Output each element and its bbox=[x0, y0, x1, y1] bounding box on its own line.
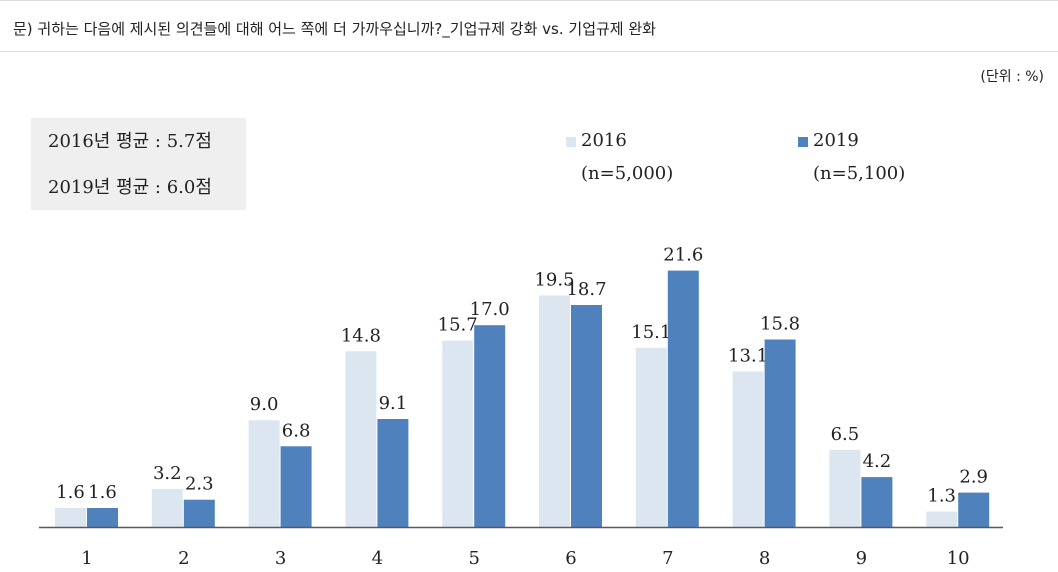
bar-2016-10 bbox=[926, 511, 958, 527]
bar-2016-7 bbox=[635, 347, 667, 527]
value-label-2016-9: 6.5 bbox=[831, 424, 860, 445]
bar-2019-1 bbox=[87, 508, 118, 527]
bar-2019-6 bbox=[571, 305, 602, 527]
bar-2016-9 bbox=[829, 449, 861, 527]
bar-2019-3 bbox=[280, 446, 312, 527]
value-label-2019-4: 9.1 bbox=[379, 393, 408, 414]
legend-label-2019: 2019 bbox=[813, 130, 859, 151]
bar-2019-9 bbox=[861, 477, 893, 527]
legend-label-2016: 2016 bbox=[581, 130, 627, 151]
legend-swatch-2019 bbox=[798, 137, 808, 147]
value-label-2019-9: 4.2 bbox=[863, 451, 892, 472]
value-label-2019-5: 17.0 bbox=[470, 299, 510, 320]
x-tick-label-5: 5 bbox=[468, 548, 479, 569]
bar-2016-4 bbox=[345, 351, 377, 527]
bar-2016-3 bbox=[248, 420, 280, 527]
question-header: 문) 귀하는 다음에 제시된 의견들에 대해 어느 쪽에 더 가까우십니까?_기… bbox=[0, 0, 1058, 52]
value-label-2019-7: 21.6 bbox=[663, 245, 703, 266]
average-2019: 2019년 평균 : 6.0점 bbox=[48, 177, 212, 198]
bar-2019-10 bbox=[958, 492, 990, 527]
value-label-2016-1: 1.6 bbox=[56, 482, 85, 503]
x-tick-label-3: 3 bbox=[275, 548, 286, 569]
x-tick-label-10: 10 bbox=[947, 548, 970, 569]
value-label-2019-1: 1.6 bbox=[88, 482, 117, 503]
average-box: 2016년 평균 : 5.7점 2019년 평균 : 6.0점 bbox=[31, 118, 246, 210]
x-tick-label-4: 4 bbox=[372, 548, 383, 569]
value-label-2016-6: 19.5 bbox=[534, 270, 574, 291]
value-label-2019-10: 2.9 bbox=[959, 467, 988, 488]
x-tick-label-1: 1 bbox=[81, 548, 92, 569]
value-label-2016-10: 1.3 bbox=[927, 486, 956, 507]
bar-2019-7 bbox=[667, 270, 699, 527]
value-label-2016-2: 3.2 bbox=[153, 463, 182, 484]
average-2016: 2016년 평균 : 5.7점 bbox=[48, 131, 212, 152]
value-label-2019-8: 15.8 bbox=[760, 314, 800, 335]
bar-2019-8 bbox=[764, 339, 796, 527]
value-label-2016-7: 15.1 bbox=[631, 322, 671, 343]
x-tick-label-2: 2 bbox=[178, 548, 189, 569]
value-label-2019-2: 2.3 bbox=[185, 474, 214, 495]
legend-n-2019: (n=5,100) bbox=[813, 163, 906, 184]
bar-2016-1 bbox=[55, 508, 86, 527]
bar-2019-5 bbox=[474, 325, 506, 527]
value-label-2016-4: 14.8 bbox=[341, 325, 381, 346]
bar-2019-4 bbox=[377, 419, 409, 527]
x-tick-label-7: 7 bbox=[662, 548, 673, 569]
bar-2016-6 bbox=[539, 295, 570, 527]
value-label-2016-5: 15.7 bbox=[438, 315, 478, 336]
x-tick-label-6: 6 bbox=[565, 548, 576, 569]
bar-2016-8 bbox=[732, 371, 764, 527]
question-text: 문) 귀하는 다음에 제시된 의견들에 대해 어느 쪽에 더 가까우십니까?_기… bbox=[13, 20, 656, 38]
x-tick-label-8: 8 bbox=[759, 548, 770, 569]
value-label-2016-8: 13.1 bbox=[728, 346, 768, 367]
value-label-2019-3: 6.8 bbox=[282, 420, 311, 441]
bar-2016-5 bbox=[442, 340, 474, 527]
value-label-2016-3: 9.0 bbox=[250, 394, 279, 415]
bar-2016-2 bbox=[151, 489, 183, 527]
unit-label: (단위 : %) bbox=[980, 69, 1044, 85]
legend-swatch-2016 bbox=[566, 137, 576, 147]
bar-2019-2 bbox=[183, 499, 215, 527]
x-tick-label-9: 9 bbox=[856, 548, 867, 569]
value-label-2019-6: 18.7 bbox=[566, 279, 606, 300]
legend-n-2016: (n=5,000) bbox=[581, 163, 674, 184]
